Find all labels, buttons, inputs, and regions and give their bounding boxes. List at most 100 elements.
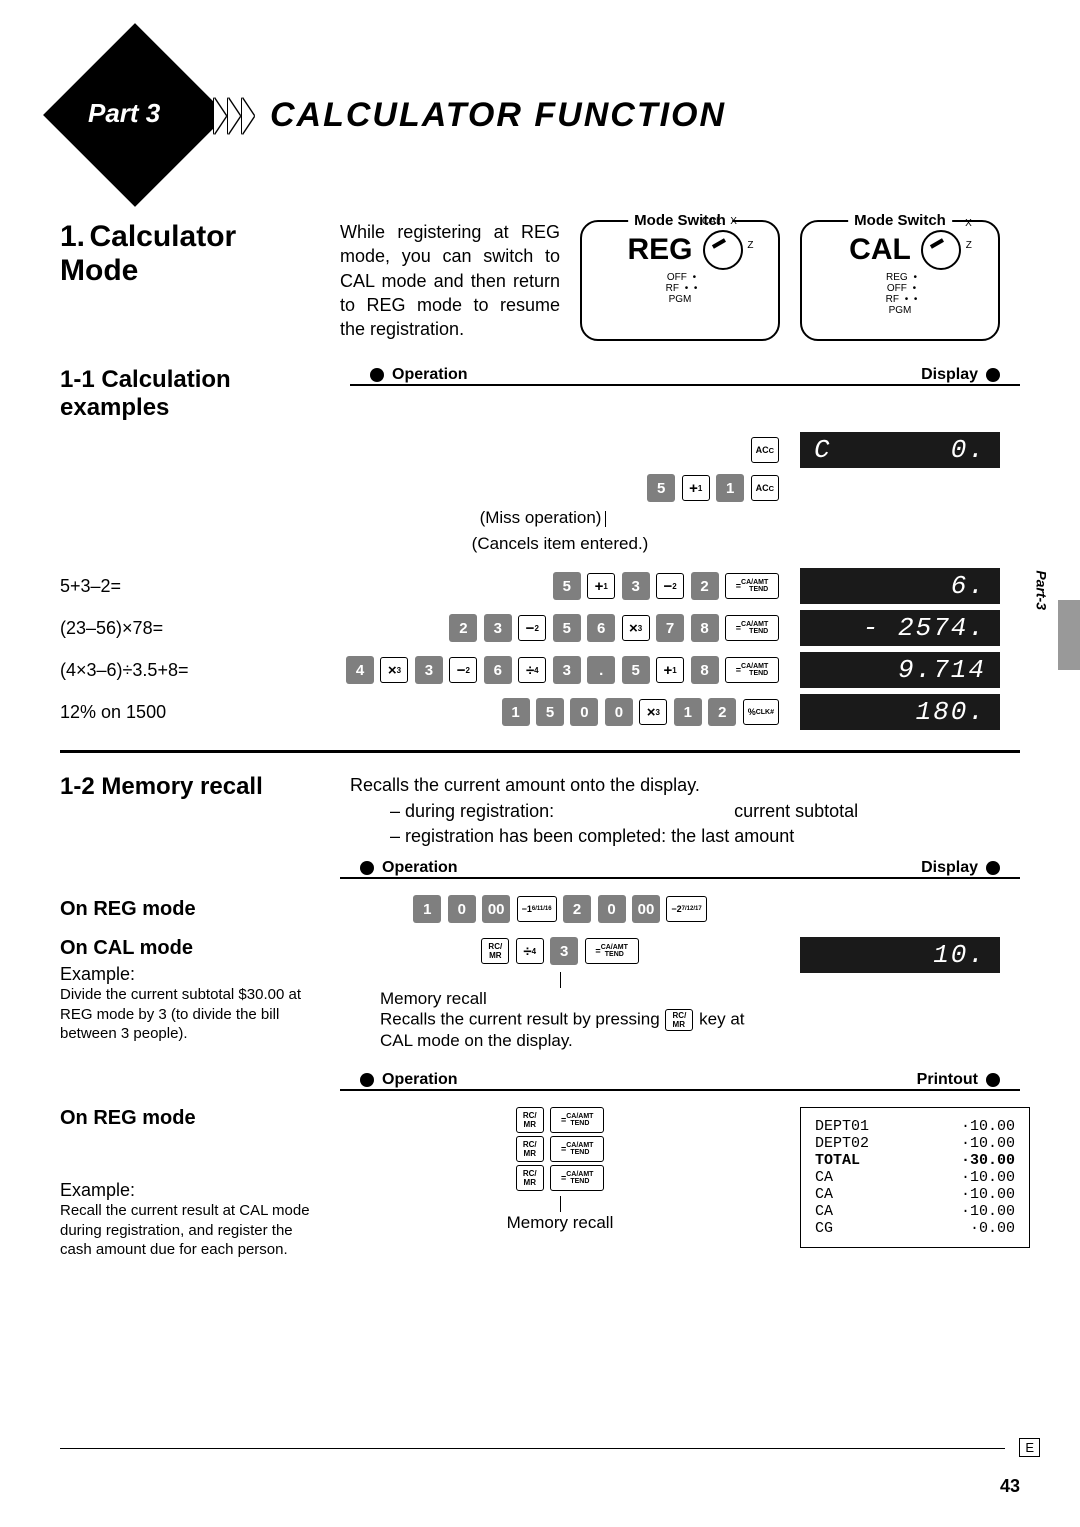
key-8: 8 [691, 614, 719, 642]
switch-positions: OFF • RF • • PGM [596, 272, 764, 305]
pos-rf: RF [886, 294, 899, 305]
pos-off: OFF [667, 272, 687, 283]
printout-row: DEPT02·10.00 [815, 1135, 1015, 1152]
cal-mode-label-block: On CAL mode Example: Divide the current … [60, 937, 320, 1044]
key-6: 6 [587, 614, 615, 642]
on-reg-mode-label: On REG mode [60, 898, 320, 921]
bullet-icon [986, 861, 1000, 875]
key-6: 6 [484, 656, 512, 684]
side-text: Part-3 [1034, 570, 1050, 610]
example-label-2: Example: [60, 1180, 320, 1201]
cancels-note: (Cancels item entered.) [340, 534, 780, 554]
switch-title: Mode Switch [848, 212, 952, 229]
key-0: 0 [570, 698, 598, 726]
op-row-4: 1 5 0 0 ×3 1 2 %CLK# [340, 698, 780, 726]
reg-mode-ops-2: RC/MR = CA/AMTTEND RC/MR = CA/AMTTEND RC… [340, 1107, 780, 1233]
key-00: 00 [632, 895, 660, 923]
ex1-label: 5+3–2= [60, 568, 320, 604]
pos-x: X [730, 216, 737, 227]
key-7: 7 [656, 614, 684, 642]
recall-note: Recalls the current result by pressing R… [340, 1009, 780, 1051]
printout-box: DEPT01·10.00DEPT02·10.00TOTAL·30.00CA·10… [800, 1107, 1030, 1248]
display-r3: 9.714 [800, 652, 1000, 688]
key-2: 2 [449, 614, 477, 642]
display-10: 10. [800, 937, 1000, 973]
key-mr: RC/MR [665, 1009, 693, 1031]
ex3-label: (4×3–6)÷3.5+8= [60, 652, 320, 688]
key-3: 3 [415, 656, 443, 684]
key-5: 5 [553, 572, 581, 600]
chevron-icon [228, 98, 240, 134]
badge-text: Part 3 [88, 98, 160, 129]
pos-z: Z [966, 240, 972, 251]
pos-reg: REG [886, 272, 908, 283]
subsection-1-1: 1-1 Calculation examples Operation Displ… [60, 366, 1020, 422]
section-number: 1. [60, 220, 85, 253]
reg-mode-label-block: On REG mode Example: Recall the current … [60, 1107, 320, 1260]
memory-desc: Recalls the current amount onto the disp… [350, 773, 858, 849]
section-heading: 1. Calculator Mode [60, 220, 320, 341]
key-mr: RC/MR [516, 1107, 544, 1133]
pos-pgm: PGM [889, 305, 912, 316]
footer-line [60, 1448, 1005, 1449]
key-times: ×3 [622, 615, 650, 641]
key-5: 5 [622, 656, 650, 684]
operation-printout-header: Operation Printout [340, 1071, 1020, 1091]
printout-row: CA·10.00 [815, 1203, 1015, 1220]
key-plus: +1 [656, 657, 684, 683]
key-minus: −2 [656, 573, 684, 599]
op-row-2: 2 3 −2 5 6 ×3 7 8 = CA/AMTTEND [340, 614, 780, 642]
miss-note: (Miss operation) [340, 508, 780, 528]
pos-x: X [965, 218, 972, 229]
side-tab [1058, 600, 1080, 670]
key-3: 3 [622, 572, 650, 600]
key-equals: = CA/AMTTEND [550, 1136, 604, 1162]
key-minus: −2 [518, 615, 546, 641]
key-dot: . [587, 656, 615, 684]
on-cal-mode-label: On CAL mode [60, 937, 320, 960]
example-label: Example: [60, 964, 320, 985]
key-pct: %CLK# [743, 699, 779, 725]
bullet-icon [360, 1073, 374, 1087]
key-5: 5 [553, 614, 581, 642]
section-title: Calculator Mode [60, 220, 236, 287]
page-number: 43 [1000, 1476, 1020, 1497]
key-mr: RC/MR [481, 938, 509, 964]
cal-mode-row: On CAL mode Example: Divide the current … [60, 937, 1020, 1051]
subsection-title: 1-1 Calculation examples [60, 366, 320, 422]
reg-mode-row-2: On REG mode Example: Recall the current … [60, 1107, 1020, 1260]
display-r0: C 0. [800, 432, 1000, 468]
key-3: 3 [484, 614, 512, 642]
part-badge: Part 3 [60, 40, 240, 190]
bullet-icon [986, 1073, 1000, 1087]
key-dept1: −16/11/16 [517, 896, 557, 922]
subsection-1-2: 1-2 Memory recall Recalls the current am… [60, 773, 1020, 849]
key-equals: = CA/AMTTEND [725, 573, 779, 599]
operation-display-header: Operation Display [350, 366, 1020, 386]
chevron-icon [242, 98, 254, 134]
switch-main-label: REG [617, 233, 692, 267]
op-row-0b: 5 +1 1 AC C [340, 474, 780, 502]
badge-chevrons [200, 98, 254, 134]
subsection-title: 1-2 Memory recall [60, 773, 320, 801]
memory-recall-label: Memory recall [340, 989, 780, 1009]
key-1: 1 [502, 698, 530, 726]
key-plus: +1 [587, 573, 615, 599]
dial-icon [921, 230, 961, 270]
key-equals: = CA/AMTTEND [585, 938, 639, 964]
key-minus: −2 [449, 657, 477, 683]
key-2: 2 [691, 572, 719, 600]
pos-pgm: PGM [669, 294, 692, 305]
key-2: 2 [708, 698, 736, 726]
key-5: 5 [647, 474, 675, 502]
key-1: 1 [674, 698, 702, 726]
mode-switches: Mode Switch REG CAL X Z OFF • RF • • PGM [580, 220, 1000, 341]
cal-mode-ops: RC/MR ÷4 3 = CA/AMTTEND Memory recall Re… [340, 937, 780, 1051]
page-header: Part 3 CALCULATOR FUNCTION [60, 40, 1020, 190]
op-row-3: 4 ×3 3 −2 6 ÷4 3 . 5 +1 8 = CA/AMTTEND [340, 656, 780, 684]
pos-off: OFF [887, 283, 907, 294]
printout-row: DEPT01·10.00 [815, 1118, 1015, 1135]
key-div: ÷4 [518, 657, 546, 683]
op-row-0a: AC C [340, 437, 780, 463]
display-r4: 180. [800, 694, 1000, 730]
